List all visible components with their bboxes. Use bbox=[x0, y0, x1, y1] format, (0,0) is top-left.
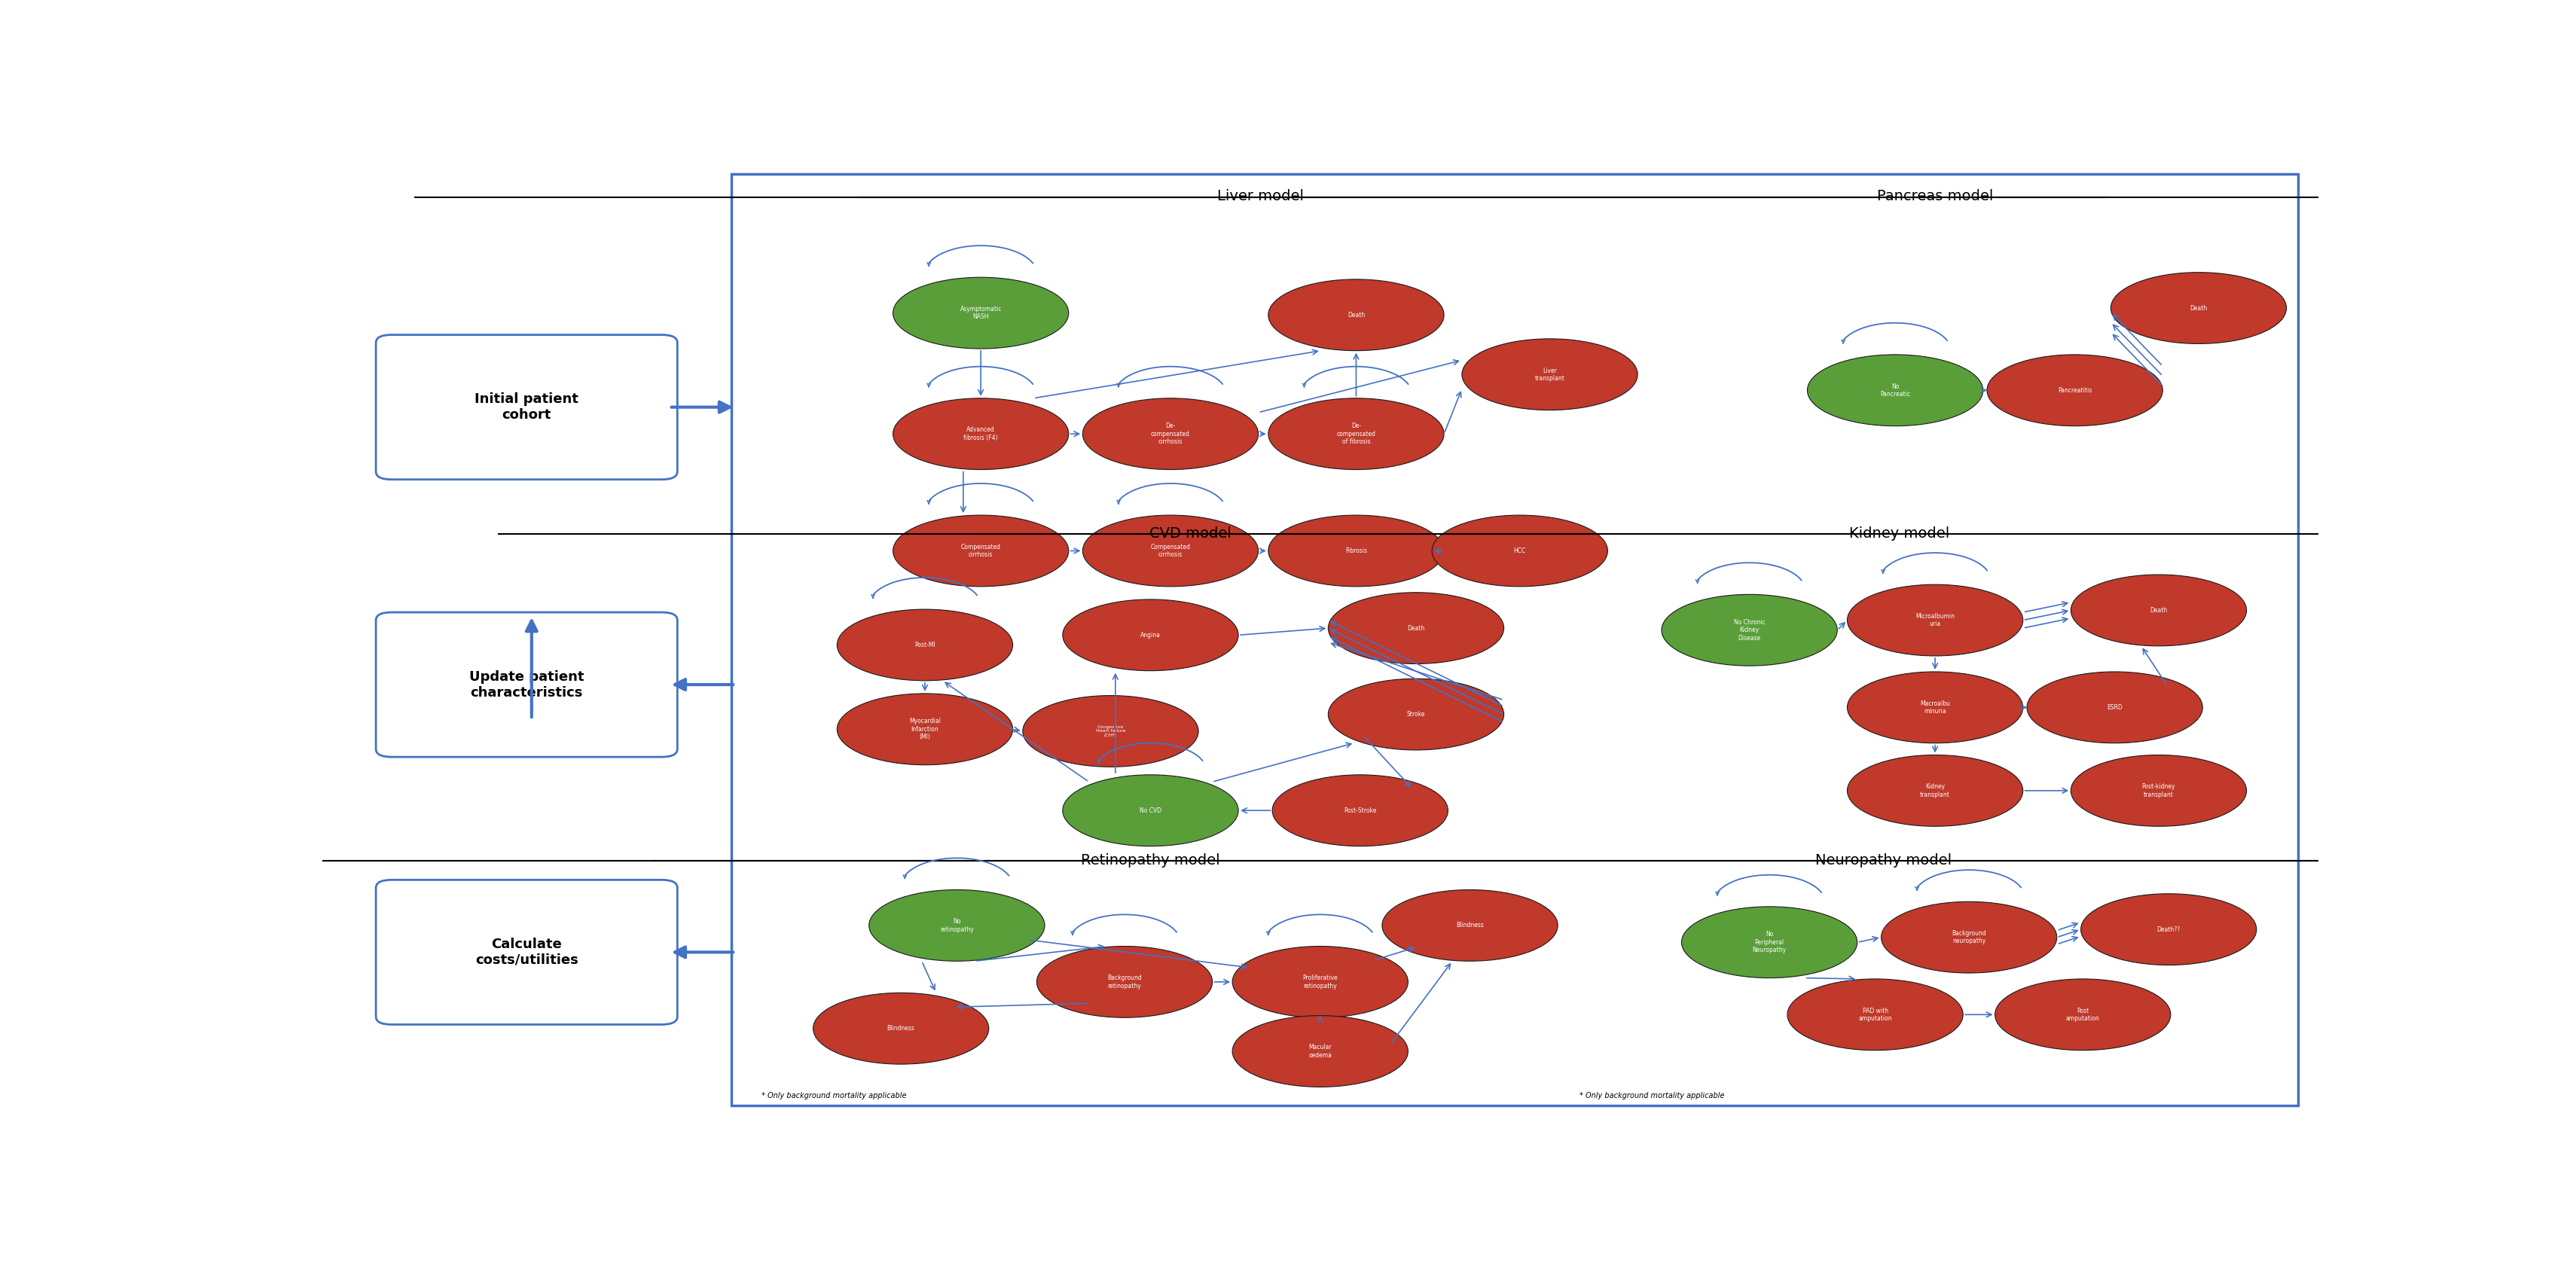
Text: Pancreas model: Pancreas model bbox=[1878, 189, 1994, 203]
Ellipse shape bbox=[2071, 755, 2246, 826]
Ellipse shape bbox=[868, 889, 1046, 961]
Text: PAD with
amputation: PAD with amputation bbox=[1857, 1008, 1891, 1022]
FancyBboxPatch shape bbox=[376, 880, 677, 1024]
Text: Retinopathy model: Retinopathy model bbox=[1082, 853, 1221, 867]
Ellipse shape bbox=[1064, 600, 1239, 671]
Text: Kidney
transplant: Kidney transplant bbox=[1919, 784, 1950, 798]
Ellipse shape bbox=[1986, 355, 2164, 426]
Ellipse shape bbox=[2027, 672, 2202, 743]
Ellipse shape bbox=[894, 277, 1069, 349]
Ellipse shape bbox=[1231, 1015, 1409, 1088]
Text: Liver model: Liver model bbox=[1216, 189, 1303, 203]
Text: Fibrosis: Fibrosis bbox=[1345, 547, 1368, 555]
Text: Compensated
cirrhosis: Compensated cirrhosis bbox=[1151, 543, 1190, 559]
Ellipse shape bbox=[1994, 979, 2172, 1050]
Text: De-
compensated
cirrhosis: De- compensated cirrhosis bbox=[1151, 422, 1190, 445]
Ellipse shape bbox=[894, 398, 1069, 470]
Text: HCC: HCC bbox=[1515, 547, 1525, 555]
Text: Post-kidney
transplant: Post-kidney transplant bbox=[2141, 784, 2177, 798]
Text: Blindness: Blindness bbox=[1455, 921, 1484, 929]
Ellipse shape bbox=[2071, 574, 2246, 646]
Text: No
retinopathy: No retinopathy bbox=[940, 918, 974, 933]
Text: Congestive
Heart failure
(CHF): Congestive Heart failure (CHF) bbox=[1095, 725, 1126, 737]
Text: Pancreatitis: Pancreatitis bbox=[2058, 387, 2092, 394]
Ellipse shape bbox=[894, 515, 1069, 587]
Text: Angina: Angina bbox=[1141, 632, 1162, 638]
Text: Update patient
characteristics: Update patient characteristics bbox=[469, 671, 585, 699]
Text: Advanced
fibrosis (F4): Advanced fibrosis (F4) bbox=[963, 426, 997, 441]
Ellipse shape bbox=[1273, 775, 1448, 846]
Text: * Only background mortality applicable: * Only background mortality applicable bbox=[1579, 1093, 1726, 1099]
Text: CVD model: CVD model bbox=[1149, 526, 1231, 541]
Ellipse shape bbox=[1808, 355, 1984, 426]
Text: Calculate
costs/utilities: Calculate costs/utilities bbox=[474, 937, 577, 967]
Text: Neuropathy model: Neuropathy model bbox=[1816, 853, 1953, 867]
Text: No CVD: No CVD bbox=[1139, 807, 1162, 813]
Ellipse shape bbox=[1662, 595, 1837, 665]
Text: Proliferative
retinopathy: Proliferative retinopathy bbox=[1303, 974, 1337, 990]
Text: Background
neuropathy: Background neuropathy bbox=[1953, 931, 1986, 945]
Ellipse shape bbox=[1064, 775, 1239, 846]
Ellipse shape bbox=[837, 609, 1012, 681]
Ellipse shape bbox=[814, 992, 989, 1064]
Text: Blindness: Blindness bbox=[886, 1026, 914, 1032]
Text: Liver
transplant: Liver transplant bbox=[1535, 367, 1564, 382]
Ellipse shape bbox=[1329, 592, 1504, 664]
Text: Death: Death bbox=[1406, 624, 1425, 632]
Ellipse shape bbox=[1036, 946, 1213, 1018]
Text: Post-Stroke: Post-Stroke bbox=[1345, 807, 1376, 813]
FancyBboxPatch shape bbox=[376, 613, 677, 757]
Ellipse shape bbox=[1329, 678, 1504, 750]
Text: Macular
oedema: Macular oedema bbox=[1309, 1044, 1332, 1059]
Text: Background
retinopathy: Background retinopathy bbox=[1108, 974, 1141, 990]
Text: Stroke: Stroke bbox=[1406, 710, 1425, 718]
Ellipse shape bbox=[1383, 889, 1558, 961]
Ellipse shape bbox=[1082, 398, 1257, 470]
Text: Death: Death bbox=[1347, 311, 1365, 318]
Ellipse shape bbox=[1267, 279, 1445, 350]
Ellipse shape bbox=[1463, 338, 1638, 411]
Text: Asymptomatic
NASH: Asymptomatic NASH bbox=[961, 306, 1002, 320]
Text: ESRD: ESRD bbox=[2107, 704, 2123, 710]
Text: Kidney model: Kidney model bbox=[1850, 526, 1950, 541]
Text: No
Peripheral
Neuropathy: No Peripheral Neuropathy bbox=[1752, 931, 1785, 954]
Ellipse shape bbox=[2110, 273, 2287, 344]
Text: De-
compensated
of fibrosis: De- compensated of fibrosis bbox=[1337, 422, 1376, 445]
Ellipse shape bbox=[1788, 979, 1963, 1050]
Text: Microalbumin
uria: Microalbumin uria bbox=[1917, 613, 1955, 628]
Ellipse shape bbox=[2081, 893, 2257, 965]
Text: Post
amputation: Post amputation bbox=[2066, 1008, 2099, 1022]
Ellipse shape bbox=[837, 694, 1012, 764]
Text: Myocardial
Infarction
(MI): Myocardial Infarction (MI) bbox=[909, 718, 940, 740]
Ellipse shape bbox=[1880, 902, 2056, 973]
Text: No
Pancreatic: No Pancreatic bbox=[1880, 384, 1911, 398]
FancyBboxPatch shape bbox=[732, 174, 2298, 1106]
Ellipse shape bbox=[1682, 906, 1857, 978]
Ellipse shape bbox=[1432, 515, 1607, 587]
Ellipse shape bbox=[1267, 398, 1445, 470]
Ellipse shape bbox=[1267, 515, 1445, 587]
Text: Post-MI: Post-MI bbox=[914, 642, 935, 649]
Ellipse shape bbox=[1847, 755, 2022, 826]
Text: Initial patient
cohort: Initial patient cohort bbox=[474, 393, 580, 422]
Text: Death: Death bbox=[2151, 607, 2166, 614]
Text: Macroalbu
minuria: Macroalbu minuria bbox=[1919, 700, 1950, 714]
Text: Compensated
cirrhosis: Compensated cirrhosis bbox=[961, 543, 999, 559]
Text: * Only background mortality applicable: * Only background mortality applicable bbox=[762, 1093, 907, 1099]
Ellipse shape bbox=[1082, 515, 1257, 587]
Ellipse shape bbox=[1847, 672, 2022, 743]
Ellipse shape bbox=[1023, 695, 1198, 767]
Ellipse shape bbox=[1231, 946, 1409, 1018]
Ellipse shape bbox=[1847, 584, 2022, 656]
FancyBboxPatch shape bbox=[376, 335, 677, 480]
Text: Death??: Death?? bbox=[2156, 927, 2179, 933]
Text: No Chronic
Kidney
Disease: No Chronic Kidney Disease bbox=[1734, 619, 1765, 641]
Text: Death: Death bbox=[2190, 305, 2208, 311]
